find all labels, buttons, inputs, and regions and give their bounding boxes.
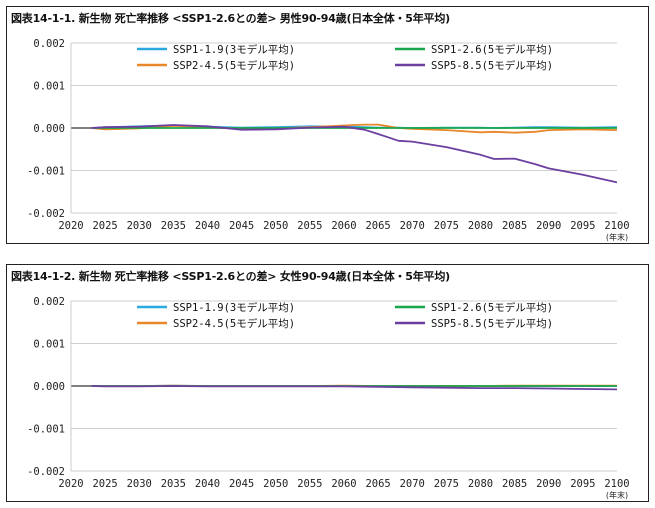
x-tick-label: 2095 — [570, 220, 595, 232]
x-unit-label: (年末) — [606, 232, 628, 242]
legend-label: SSP2-4.5(5モデル平均) — [173, 317, 295, 330]
x-tick-label: 2085 — [502, 478, 527, 490]
legend-label: SSP5-8.5(5モデル平均) — [431, 317, 553, 330]
legend-label: SSP1-2.6(5モデル平均) — [431, 43, 553, 56]
x-tick-label: 2045 — [229, 478, 254, 490]
x-tick-label: 2040 — [195, 220, 220, 232]
x-tick-label: 2065 — [365, 220, 390, 232]
x-tick-label: 2035 — [161, 220, 186, 232]
x-tick-label: 2085 — [502, 220, 527, 232]
y-tick-label: 0.001 — [33, 339, 65, 351]
y-tick-label: 0.000 — [33, 123, 65, 135]
legend-label: SSP1-1.9(3モデル平均) — [173, 43, 295, 56]
chart-title: 図表14-1-2. 新生物 死亡率推移 <SSP1-2.6との差> 女性90-9… — [11, 270, 450, 283]
legend-label: SSP1-2.6(5モデル平均) — [431, 301, 553, 314]
x-tick-label: 2090 — [536, 478, 561, 490]
x-tick-label: 2045 — [229, 220, 254, 232]
x-tick-label: 2030 — [127, 478, 152, 490]
chart-panel-male: 図表14-1-1. 新生物 死亡率推移 <SSP1-2.6との差> 男性90-9… — [6, 6, 649, 244]
x-tick-label: 2020 — [58, 478, 83, 490]
x-tick-label: 2055 — [297, 220, 322, 232]
x-tick-label: 2060 — [331, 478, 356, 490]
x-tick-label: 2095 — [570, 478, 595, 490]
y-tick-label: -0.001 — [27, 166, 65, 178]
legend-label: SSP5-8.5(5モデル平均) — [431, 59, 553, 72]
x-tick-label: 2070 — [400, 478, 425, 490]
x-tick-label: 2035 — [161, 478, 186, 490]
y-tick-label: -0.001 — [27, 424, 65, 436]
x-tick-label: 2050 — [263, 478, 288, 490]
x-tick-label: 2090 — [536, 220, 561, 232]
x-tick-label: 2025 — [92, 478, 117, 490]
y-tick-label: 0.000 — [33, 381, 65, 393]
series-line — [91, 124, 618, 184]
x-tick-label: 2080 — [468, 478, 493, 490]
y-tick-label: -0.002 — [27, 208, 65, 220]
series-line — [91, 385, 618, 391]
x-tick-label: 2075 — [434, 220, 459, 232]
x-tick-label: 2075 — [434, 478, 459, 490]
x-tick-label: 2100 — [604, 220, 629, 232]
y-tick-label: 0.002 — [33, 38, 65, 50]
x-tick-label: 2065 — [365, 478, 390, 490]
y-tick-label: 0.001 — [33, 81, 65, 93]
x-tick-label: 2025 — [92, 220, 117, 232]
x-unit-label: (年末) — [606, 490, 628, 500]
x-tick-label: 2080 — [468, 220, 493, 232]
x-tick-label: 2030 — [127, 220, 152, 232]
x-tick-label: 2050 — [263, 220, 288, 232]
chart-title: 図表14-1-1. 新生物 死亡率推移 <SSP1-2.6との差> 男性90-9… — [11, 12, 450, 25]
y-tick-label: -0.002 — [27, 466, 65, 478]
x-tick-label: 2055 — [297, 478, 322, 490]
x-tick-label: 2070 — [400, 220, 425, 232]
legend-label: SSP2-4.5(5モデル平均) — [173, 59, 295, 72]
y-tick-label: 0.002 — [33, 296, 65, 308]
x-tick-label: 2100 — [604, 478, 629, 490]
x-tick-label: 2020 — [58, 220, 83, 232]
chart-panel-female: 図表14-1-2. 新生物 死亡率推移 <SSP1-2.6との差> 女性90-9… — [6, 264, 649, 502]
legend-label: SSP1-1.9(3モデル平均) — [173, 301, 295, 314]
x-tick-label: 2040 — [195, 478, 220, 490]
x-tick-label: 2060 — [331, 220, 356, 232]
